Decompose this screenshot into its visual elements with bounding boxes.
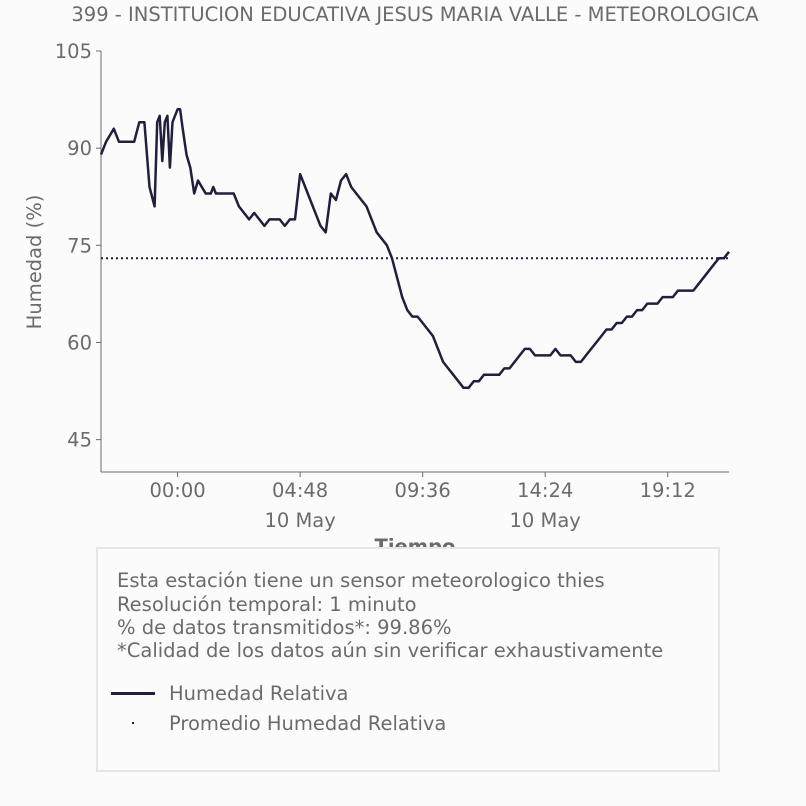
legend-solid-line-swatch xyxy=(111,692,155,695)
axes xyxy=(100,51,729,473)
info-resolution-text: Resolución temporal: 1 minuto xyxy=(117,593,417,616)
legend-dot-swatch xyxy=(132,722,134,724)
humidity-series-line xyxy=(99,108,730,390)
legend-label-humedad: Humedad Relativa xyxy=(169,682,349,705)
x-tick-label: 19:12 xyxy=(640,479,696,502)
y-tick-label: 75 xyxy=(67,234,92,257)
chart-title: 399 - INSTITUCION EDUCATIVA JESUS MARIA … xyxy=(71,3,759,26)
x-tick-date-label: 10 May xyxy=(264,509,335,532)
x-tick-label: 14:24 xyxy=(517,479,573,502)
info-transmitted-text: % de datos transmitidos*: 99.86% xyxy=(117,616,452,639)
x-tick-label: 04:48 xyxy=(272,479,328,502)
info-quality-text: *Calidad de los datos aún sin verificar … xyxy=(117,639,664,662)
y-tick-label: 90 xyxy=(67,137,92,160)
x-tick-date-label: 10 May xyxy=(510,509,581,532)
series-layer xyxy=(99,108,730,390)
info-sensor-text: Esta estación tiene un sensor meteorolog… xyxy=(117,569,605,592)
y-tick-label: 105 xyxy=(55,40,92,63)
x-ticks: 00:00 04:48 10 May 09:36 14:24 10 May 19:12 xyxy=(149,472,696,532)
x-tick-label: 09:36 xyxy=(395,479,451,502)
y-tick-label: 45 xyxy=(67,429,92,452)
x-tick-label: 00:00 xyxy=(149,479,205,502)
y-tick-label: 60 xyxy=(67,331,92,354)
y-ticks: 105 90 75 60 45 xyxy=(55,40,101,452)
legend-label-promedio: Promedio Humedad Relativa xyxy=(169,712,447,735)
info-legend-box: Esta estación tiene un sensor meteorolog… xyxy=(96,547,720,772)
y-axis-label: Humedad (%) xyxy=(23,195,46,330)
